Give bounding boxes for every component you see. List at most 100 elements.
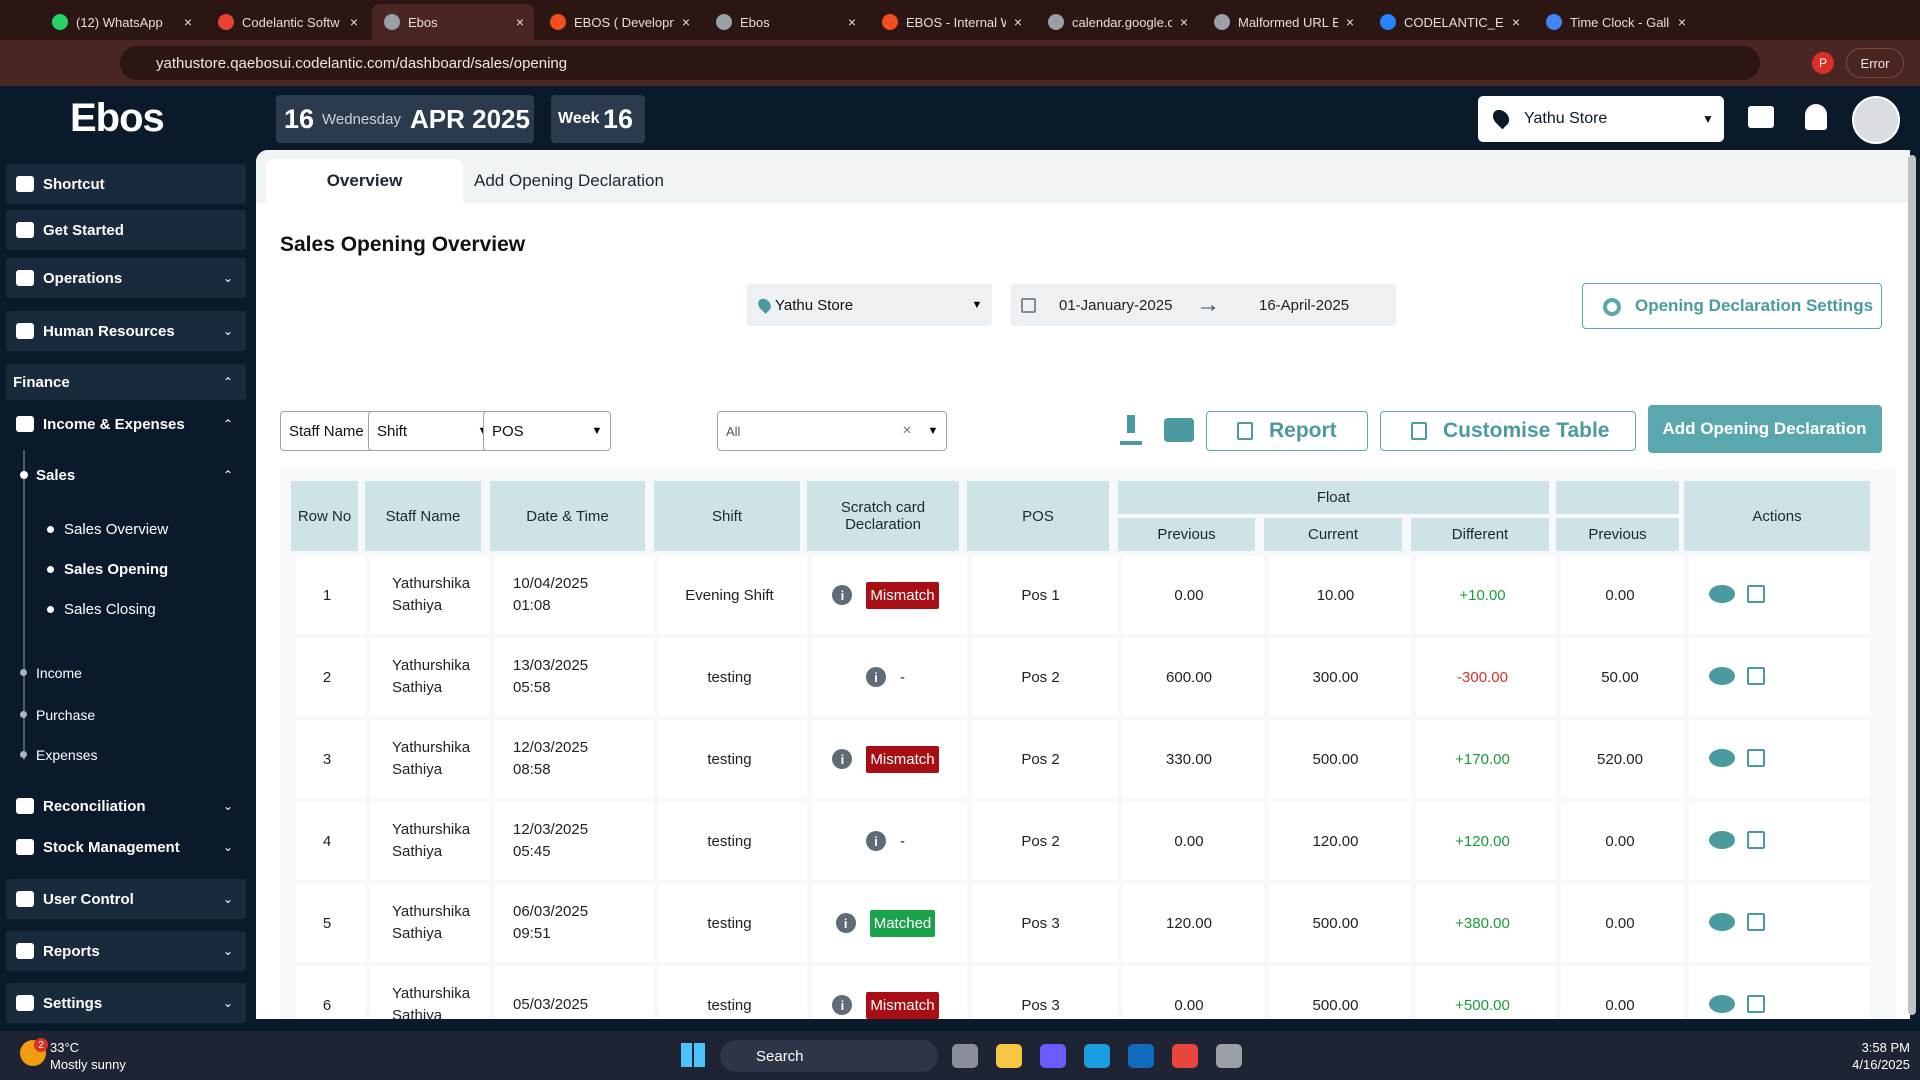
browser-tab[interactable]: (12) WhatsApp × [40,4,202,40]
page-tab[interactable]: Add Opening Declaration [474,171,664,190]
page-tab[interactable]: Overview [266,159,463,203]
browser-tab[interactable]: Ebos × [704,4,866,40]
tab-close[interactable]: × [681,14,691,30]
table-cell: 10.00 [1264,556,1402,634]
filter-select[interactable]: POS ▼ [483,411,611,451]
browser-tab[interactable]: CODELANTIC_EBO × [1368,4,1530,40]
info-icon[interactable]: i [832,749,853,769]
sidebar-item[interactable]: Reconciliation ⌄ [6,788,246,824]
search-box[interactable]: Search [720,1040,938,1072]
browser-tab[interactable]: Ebos × [372,4,534,40]
tab-close[interactable]: × [1677,14,1687,30]
sidebar-item[interactable]: Sales ⌃ [6,458,246,492]
sidebar-item[interactable]: Get Started [6,210,246,250]
button-icon [1237,422,1253,440]
edit-icon[interactable] [1747,667,1765,685]
browser-tab[interactable]: Time Clock - Galle × [1534,4,1696,40]
view-icon[interactable] [1709,749,1735,767]
tab-close[interactable]: × [1013,14,1023,30]
download-icon[interactable] [1120,415,1142,445]
tab-close[interactable]: × [349,14,359,30]
info-icon[interactable]: i [832,995,853,1015]
date-range[interactable]: 01-January-2025 → 16-April-2025 [1011,284,1396,326]
url[interactable]: yathustore.qaebosui.codelantic.com/dashb… [156,54,568,72]
sidebar-item[interactable]: Sales Closing [6,593,246,625]
chat-icon[interactable] [1748,106,1774,128]
print-icon[interactable] [1164,418,1194,442]
scratch-status: i- [866,667,905,687]
view-icon[interactable] [1709,585,1735,603]
tab-close[interactable]: × [183,14,193,30]
store-filter[interactable]: Yathu Store ▼ [747,284,992,326]
view-icon[interactable] [1709,913,1735,931]
sidebar-item[interactable]: Stock Management ⌄ [6,829,246,865]
browser-tab[interactable]: EBOS - Internal W × [870,4,1032,40]
view-icon[interactable] [1709,667,1735,685]
sidebar-item[interactable]: Sales Opening [6,553,246,585]
view-icon[interactable] [1709,831,1735,849]
taskbar-app[interactable] [952,1044,978,1068]
settings-button[interactable]: Opening Declaration Settings [1582,283,1882,329]
edit-icon[interactable] [1747,585,1765,603]
caret: ▼ [1702,112,1714,126]
taskbar-app[interactable] [1128,1044,1154,1068]
sidebar-item[interactable]: Sales Overview [6,513,246,545]
filter-select[interactable]: All × ▼ [717,411,947,451]
info-icon[interactable]: i [866,831,886,851]
clear-icon[interactable]: × [902,422,912,439]
status[interactable]: Error [1846,48,1904,78]
start-button[interactable] [681,1043,705,1067]
edit-icon[interactable] [1747,749,1765,767]
action-button[interactable]: Customise Table [1380,411,1636,451]
browser-tab[interactable]: EBOS ( Developm × [538,4,700,40]
avatar[interactable] [1852,96,1900,144]
tab-close[interactable]: × [515,14,525,30]
sidebar-item[interactable]: Income [6,658,246,688]
filter-label: Staff Name [289,422,364,440]
taskbar-app[interactable] [1172,1044,1198,1068]
tab-close[interactable]: × [1511,14,1521,30]
taskbar-app[interactable] [1040,1044,1066,1068]
tab-close[interactable]: × [847,14,857,30]
info-icon[interactable]: i [832,585,853,605]
arrow: → [1196,291,1220,318]
browser-tab[interactable]: Codelantic Softw × [206,4,368,40]
store-select[interactable]: Yathu Store ▼ [1478,96,1724,142]
sidebar-item[interactable]: Operations ⌄ [6,258,246,298]
info-icon[interactable]: i [835,913,856,933]
sidebar-item[interactable]: Expenses [6,740,246,770]
sidebar-item[interactable]: Finance ⌃ [6,364,246,400]
view-icon[interactable] [1709,995,1735,1013]
sidebar-item[interactable]: Income & Expenses ⌃ [6,405,246,443]
sidebar-item[interactable]: Settings ⌄ [6,983,246,1023]
tab-close[interactable]: × [1179,14,1189,30]
action-button[interactable]: Add Opening Declaration [1648,405,1882,453]
taskbar-app[interactable] [1216,1044,1242,1068]
browser-tab[interactable]: Malformed URL E × [1202,4,1364,40]
info-icon[interactable]: i [866,667,886,687]
filter-select[interactable]: Shift ▼ [368,411,497,451]
omnibox[interactable] [120,46,1760,80]
edit-icon[interactable] [1747,913,1765,931]
sidebar-item[interactable]: Reports ⌄ [6,931,246,971]
tab-close[interactable]: × [1345,14,1355,30]
edit-icon[interactable] [1747,995,1765,1013]
sidebar-item[interactable]: Purchase [6,700,246,730]
edit-icon[interactable] [1747,831,1765,849]
profile[interactable]: P [1812,52,1834,74]
taskbar-app[interactable] [1084,1044,1110,1068]
sidebar-item[interactable]: Human Resources ⌄ [6,311,246,351]
action-button[interactable]: Report [1206,411,1368,451]
browser-tab[interactable]: calendar.google.c × [1036,4,1198,40]
sidebar-icon [16,416,34,432]
table-cell: Pos 3 [967,884,1109,962]
taskbar-app[interactable] [996,1044,1022,1068]
tab-strip [0,0,1920,40]
sidebar-item[interactable]: Shortcut [6,164,246,204]
tab-icon [218,14,234,30]
table-cell: 520.00 [1556,720,1679,798]
logo: Ebos [70,95,165,140]
bell-icon[interactable] [1805,104,1827,130]
sidebar-item[interactable]: User Control ⌄ [6,879,246,919]
table-cell: Yathurshika Sathiya [365,802,481,880]
